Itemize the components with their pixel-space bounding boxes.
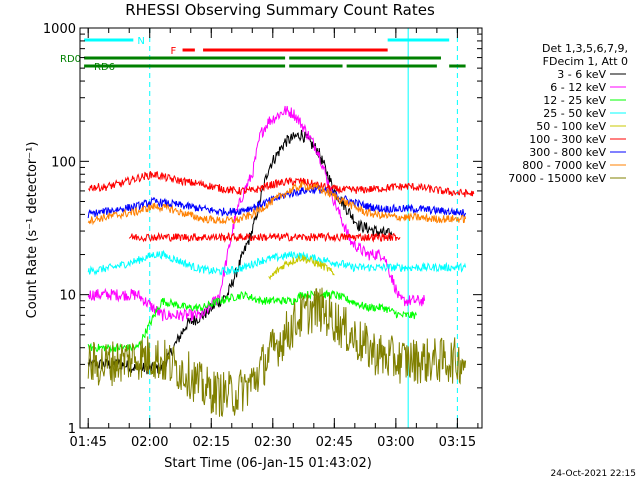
series-line-6-12-kev: [87, 105, 426, 322]
series-line-800-7000-kev: [87, 180, 467, 226]
x-tick-label: 02:45: [316, 435, 353, 450]
x-tick-label: 02:30: [254, 435, 291, 450]
legend-entry-label: 100 - 300 keV: [529, 133, 606, 146]
flag-label-n: N: [137, 36, 144, 47]
legend-entry-label: 7000 - 15000 keV: [508, 172, 606, 185]
x-axis-label: Start Time (06-Jan-15 01:43:02): [164, 456, 372, 471]
x-tick-label: 01:45: [69, 435, 106, 450]
flag-label-rd6: RD6: [94, 62, 115, 73]
legend-entry-label: 12 - 25 keV: [543, 94, 606, 107]
legend-entry-label: 25 - 50 keV: [543, 107, 606, 120]
series-line-12-25-kev: [87, 289, 417, 353]
series-line-300-800-kev: [87, 185, 467, 219]
plot-frame: [79, 27, 483, 429]
y-tick-label: 10: [59, 289, 76, 304]
x-tick-label: 03:00: [377, 435, 414, 450]
y-axis-label: Count Rate (s⁻¹ detector⁻¹): [25, 142, 40, 319]
x-tick-label: 02:15: [193, 435, 230, 450]
legend-entry-label: 300 - 800 keV: [529, 146, 606, 159]
chart-title: RHESSI Observing Summary Count Rates: [125, 1, 435, 19]
y-tick-label: 1: [68, 422, 76, 437]
legend-entry-label: 3 - 6 keV: [557, 68, 606, 81]
legend-entry-label: 800 - 7000 keV: [522, 159, 606, 172]
x-tick-label: 02:00: [131, 435, 168, 450]
legend-header: FDecim 1, Att 0: [543, 55, 628, 68]
flag-label-rd0: RD0: [60, 54, 81, 65]
series-line-rd0-decimation-level: [128, 231, 401, 243]
y-tick-label: 100: [51, 155, 76, 170]
legend-entry-label: 50 - 100 keV: [536, 120, 606, 133]
series-line-7000-15000-kev: [87, 287, 467, 418]
flag-label-f: F: [171, 46, 177, 57]
legend-entry-label: 6 - 12 keV: [550, 81, 606, 94]
series-line-25-50-kev: [87, 249, 467, 276]
timestamp: 24-Oct-2021 22:15: [551, 469, 636, 479]
legend-header: Det 1,3,5,6,7,9,: [542, 42, 628, 55]
y-tick-label: 1000: [43, 22, 76, 37]
x-tick-label: 03:15: [439, 435, 476, 450]
series-line-100-300-kev: [88, 171, 475, 198]
series-line-50-100-kev: [268, 254, 335, 281]
